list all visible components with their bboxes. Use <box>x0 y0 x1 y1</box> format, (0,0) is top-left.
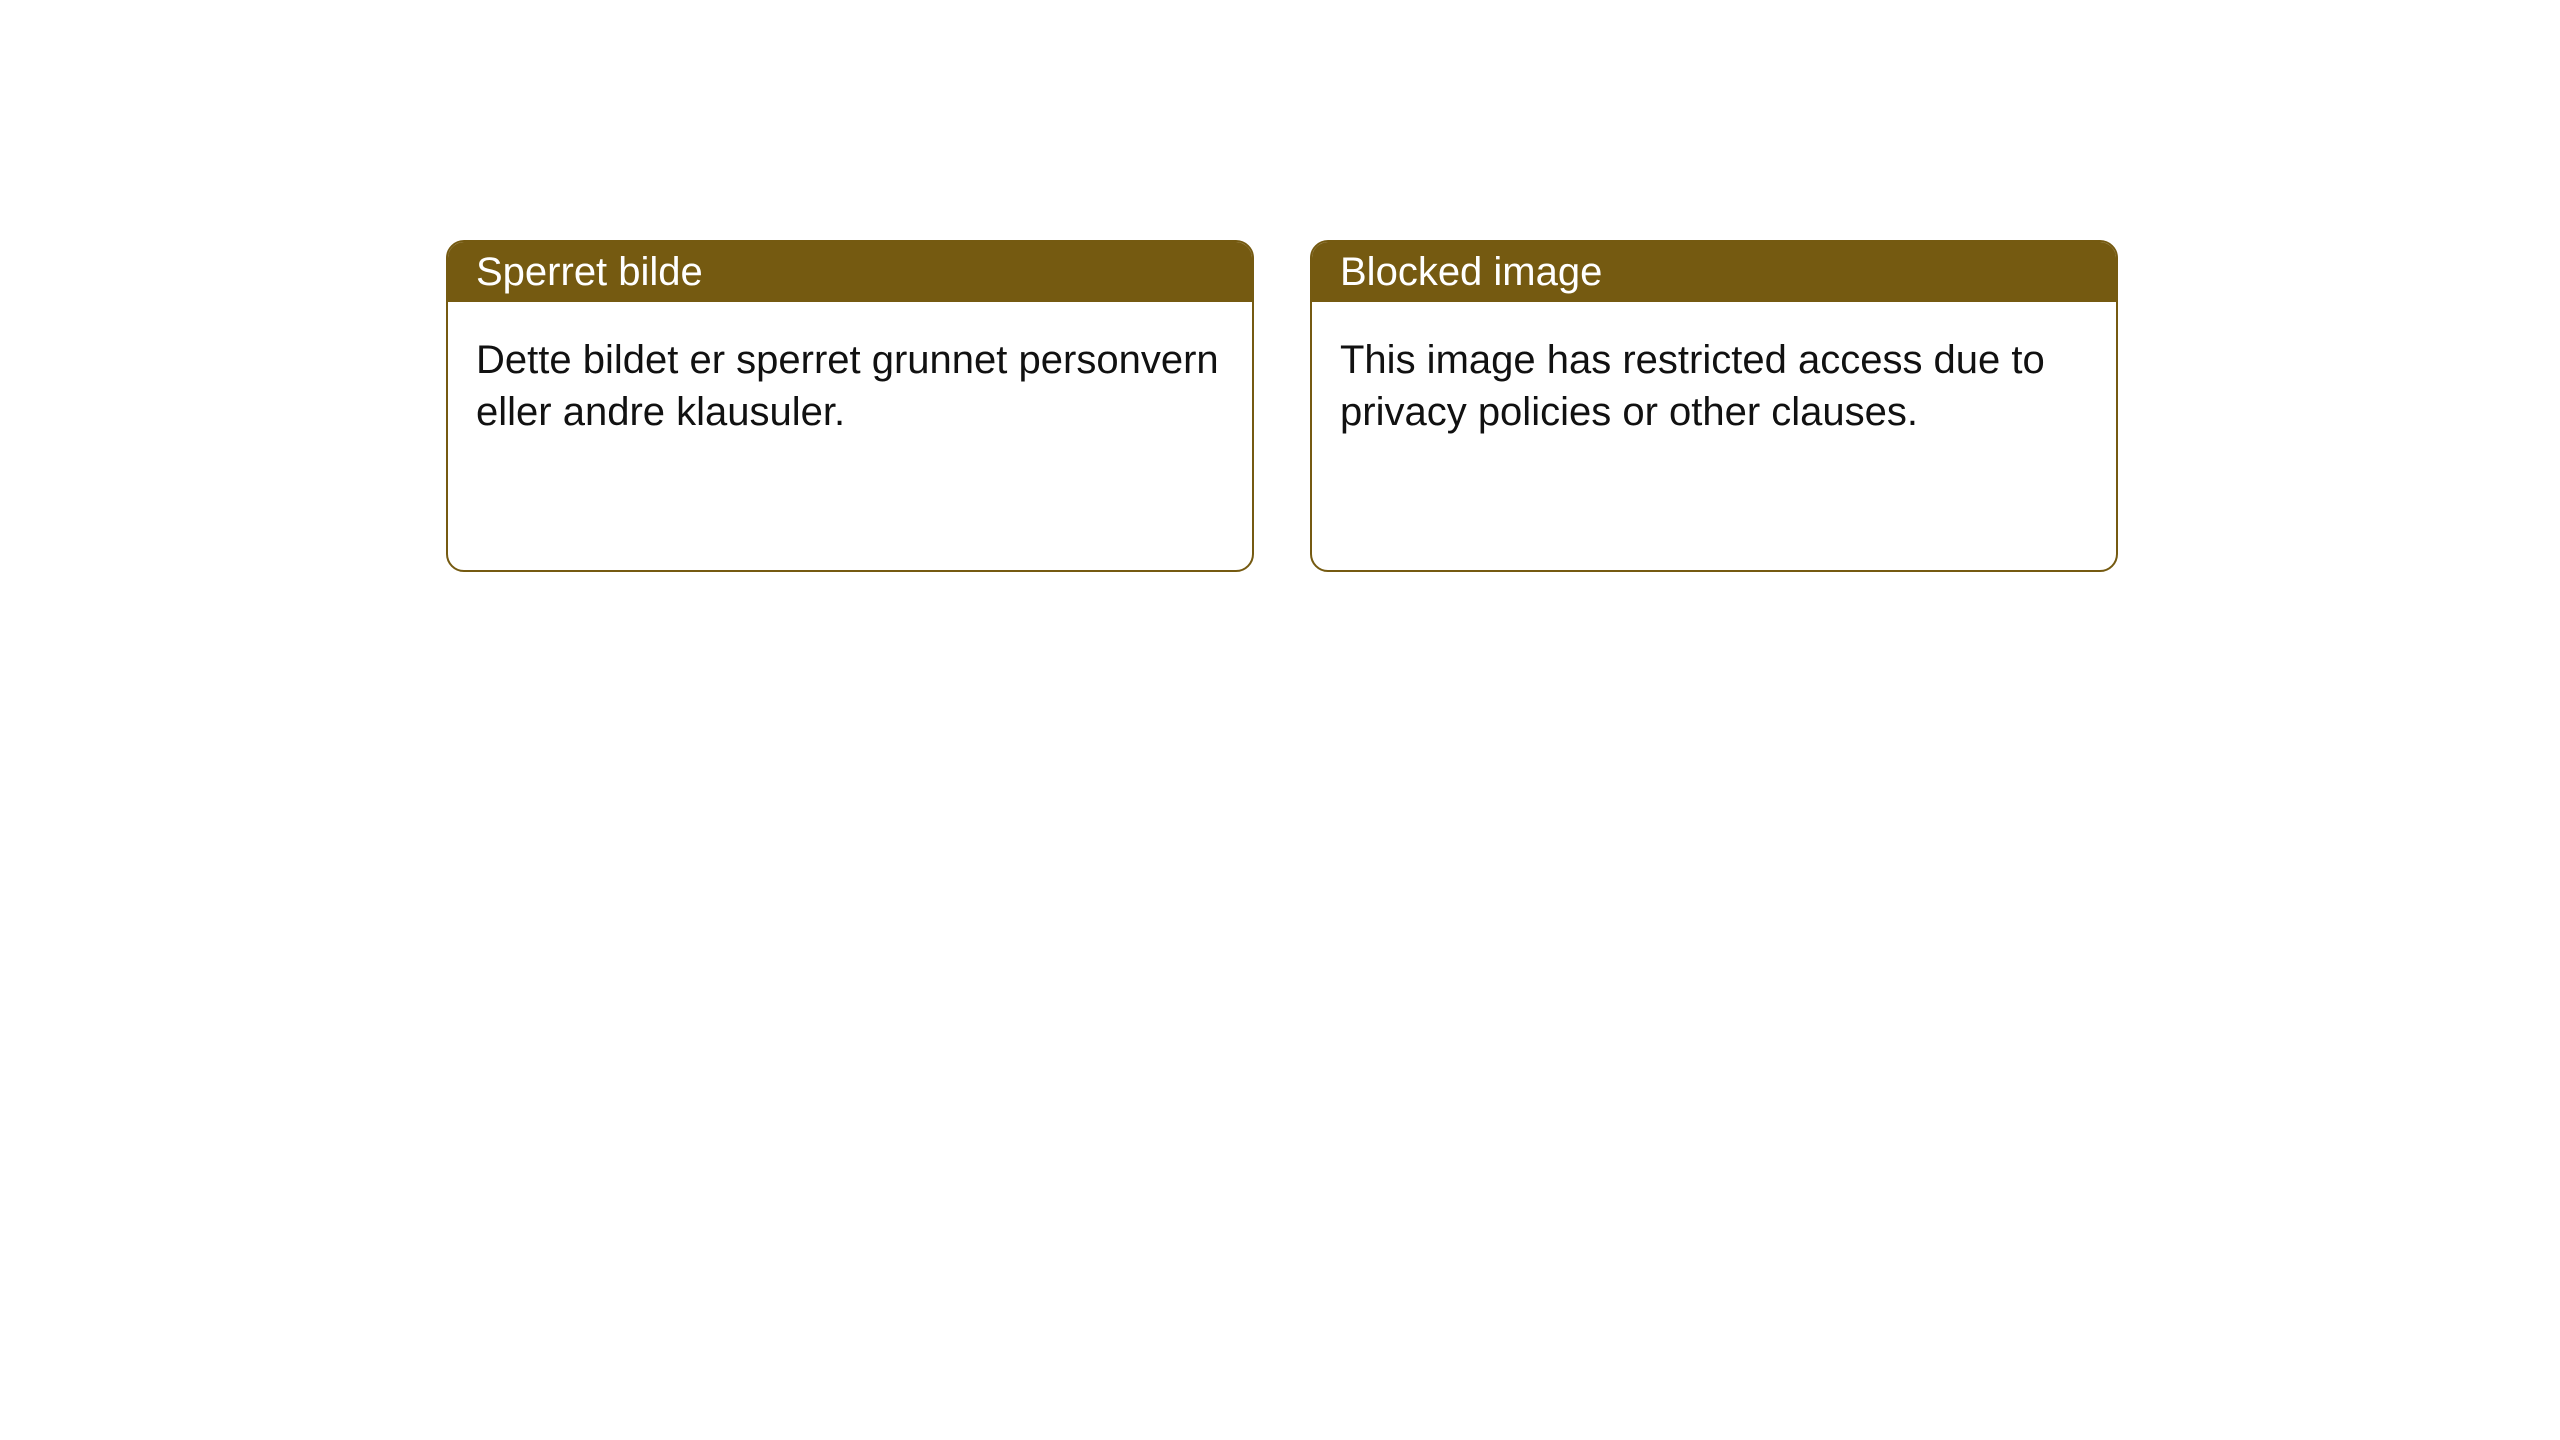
blocked-image-card-en: Blocked image This image has restricted … <box>1310 240 2118 572</box>
card-header-en: Blocked image <box>1312 242 2116 302</box>
card-header-text-en: Blocked image <box>1340 250 1602 295</box>
card-body-text-en: This image has restricted access due to … <box>1340 338 2045 434</box>
card-body-en: This image has restricted access due to … <box>1312 302 2116 466</box>
blocked-image-card-no: Sperret bilde Dette bildet er sperret gr… <box>446 240 1254 572</box>
card-header-text-no: Sperret bilde <box>476 250 703 295</box>
card-header-no: Sperret bilde <box>448 242 1252 302</box>
notice-cards-container: Sperret bilde Dette bildet er sperret gr… <box>446 240 2118 572</box>
card-body-no: Dette bildet er sperret grunnet personve… <box>448 302 1252 466</box>
card-body-text-no: Dette bildet er sperret grunnet personve… <box>476 338 1219 434</box>
